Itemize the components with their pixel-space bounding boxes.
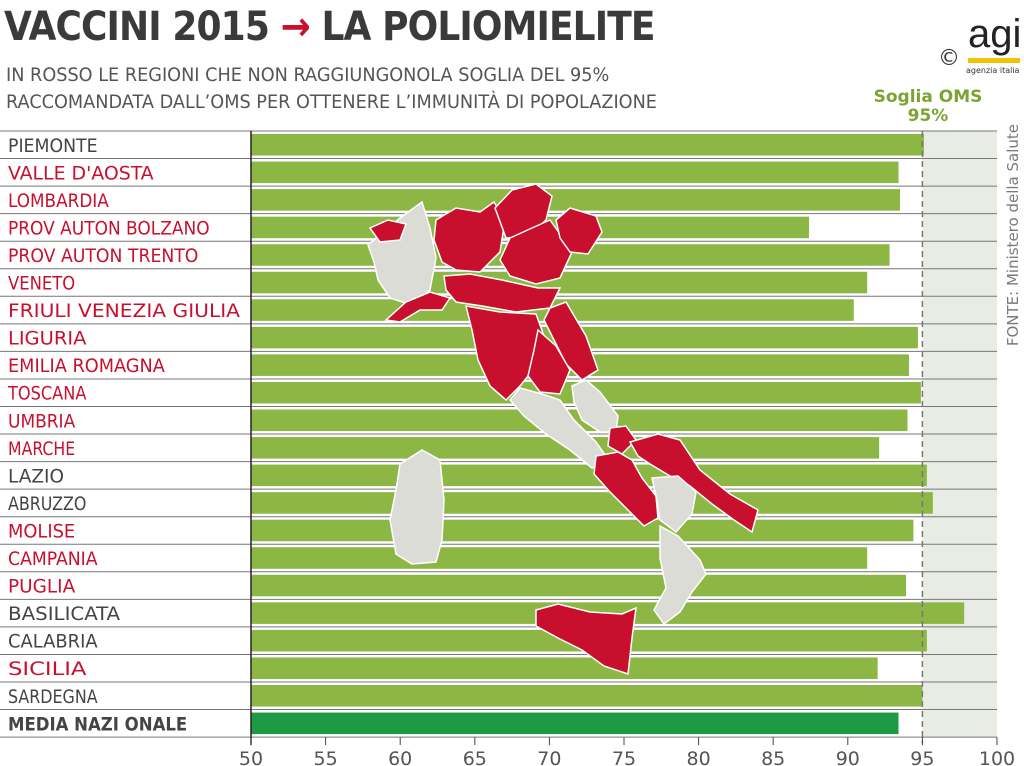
category-label: CAMPANIA [8,548,98,570]
agi-logo-bar [968,58,1020,63]
category-label: EMILIA ROMAGNA [8,355,165,377]
map-umbria [527,328,571,395]
category-label: FRIULI VENEZIA GIULIA [8,300,240,322]
agi-logo: agi [968,12,1022,56]
bar [251,161,899,184]
category-label: MARCHE [8,438,75,460]
subtitle-line-2: RACCOMANDATA DALL’OMS PER OTTENERE L’IMM… [6,91,657,113]
x-tick-label: 50 [239,748,263,766]
category-label: PIEMONTE [8,135,98,157]
copyright-icon: © [938,46,960,71]
x-tick-label: 90 [836,748,860,766]
map-toscana [464,305,545,402]
category-label: LAZIO [8,465,64,487]
map-marche [543,301,599,381]
map-piemonte [367,200,437,306]
subtitle-line-1: IN ROSSO LE REGIONI CHE NON RAGGIUNGONOL… [6,64,610,86]
bar [251,409,908,432]
x-tick-label: 70 [537,748,561,766]
bar [251,134,924,156]
map-friuli [555,207,603,255]
category-label: VENETO [8,273,75,295]
chart-title: VACCINI 2015 → LA POLIOMIELITE [4,4,655,50]
category-label: MOLISE [8,520,75,542]
map-puglia [628,433,759,534]
map-sicilia [535,603,637,676]
map-veneto [499,219,573,285]
category-label: VALLE D'AOSTA [8,162,154,184]
x-tick-label: 75 [612,748,636,766]
category-label: TOSCANA [7,383,87,405]
threshold-label: Soglia OMS 95% [858,88,998,126]
map-sardegna [389,449,445,565]
category-label: ABRUZZO [8,493,86,515]
map-campania [593,451,659,527]
category-label: MEDIA NAZI ONALE [8,713,187,735]
bar [251,437,880,459]
x-tick-label: 65 [463,748,487,766]
map-basilicata [651,475,697,534]
category-label: PROV AUTON BOLZANO [8,217,210,239]
x-tick-label: 95 [910,748,934,766]
category-label: SICILIA [8,658,87,680]
threshold-label-line-2: 95% [907,106,949,126]
category-label: SARDEGNA [8,686,98,708]
x-tick-label: 100 [979,748,1015,766]
threshold-label-line-1: Soglia OMS [873,87,983,107]
category-label: PUGLIA [8,576,76,598]
x-tick-label: 60 [388,748,412,766]
map-valle-aosta [368,219,408,243]
category-label: UMBRIA [8,410,75,432]
category-label: LIGURIA [8,328,87,350]
map-molise [607,425,637,455]
bar [251,712,899,735]
title-left: VACCINI 2015 [4,4,270,50]
bar [251,657,878,679]
map-lombardia [433,200,506,273]
map-liguria [384,291,452,323]
category-label: PROV AUTON TRENTO [8,245,198,267]
x-tick-label: 55 [314,748,338,766]
agi-logo-tagline: agenzia italia [966,66,1020,75]
map-calabria [653,524,707,626]
italy-map [367,183,759,676]
bar [251,574,906,597]
category-label: LOMBARDIA [8,190,109,212]
bar [251,189,901,211]
x-tick-label: 85 [761,748,785,766]
category-label: CALABRIA [8,631,98,653]
title-arrow-icon: → [280,4,311,50]
x-tick-label: 80 [687,748,711,766]
bar [251,685,923,707]
title-right: LA POLIOMIELITE [321,4,656,50]
category-label: BASILICATA [8,603,120,625]
